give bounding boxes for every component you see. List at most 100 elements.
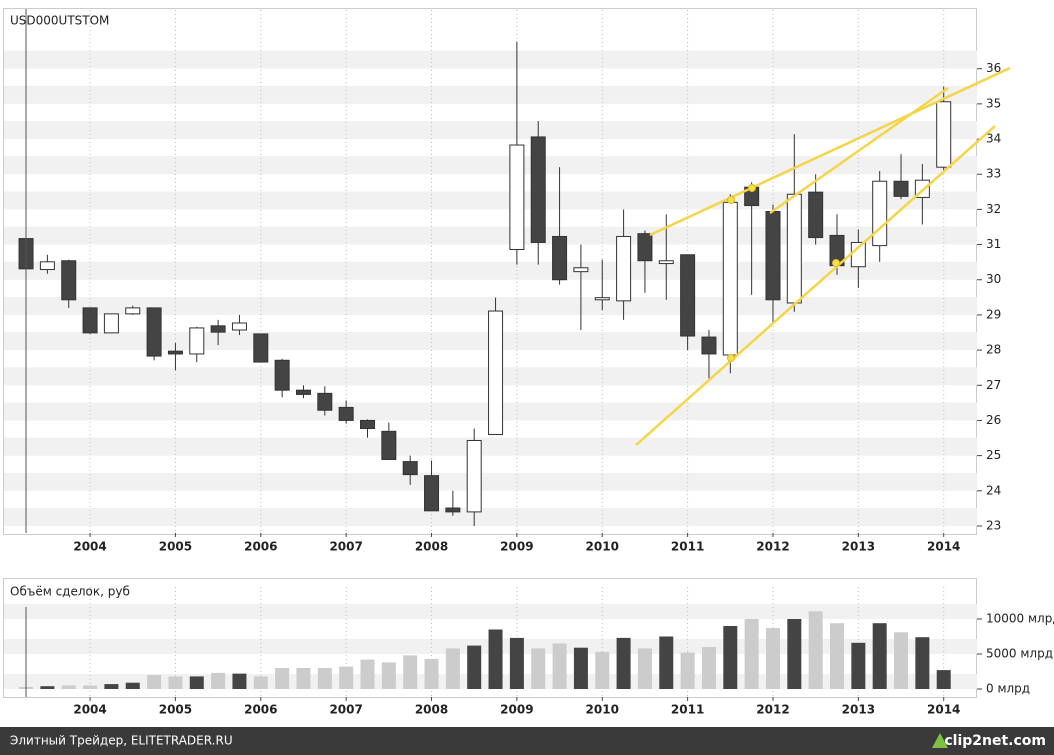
candle-body <box>125 307 141 315</box>
volume-bar <box>851 642 866 689</box>
candle-body <box>722 201 738 356</box>
y-tick-label: 24 <box>986 483 1001 497</box>
trend-line <box>635 125 996 446</box>
candle-body <box>594 297 610 301</box>
volume-bar <box>275 667 290 689</box>
volume-bar <box>872 623 887 689</box>
y-tick-label: 5000 млрд <box>986 646 1053 660</box>
candle-body <box>680 254 696 337</box>
candle-body <box>701 336 717 355</box>
x-tick-label: 2005 <box>159 540 192 554</box>
y-tick-label: 36 <box>986 61 1001 75</box>
x-tick-label: 2011 <box>671 540 704 554</box>
volume-bar <box>424 658 439 689</box>
candle-body <box>488 310 504 436</box>
volume-bar <box>125 682 140 689</box>
volume-bar <box>680 652 695 689</box>
y-tick-label: 31 <box>986 237 1001 251</box>
volume-bar <box>595 651 610 689</box>
volume-bar <box>339 666 354 689</box>
footer-source: Элитный Трейдер, ELITETRADER.RU <box>10 734 233 748</box>
volume-bar <box>808 611 823 689</box>
candle-body <box>231 322 247 331</box>
y-tick-label: 33 <box>986 167 1001 181</box>
candle-body <box>360 419 376 430</box>
x-tick-label: 2008 <box>415 540 448 554</box>
trend-point <box>727 354 735 362</box>
grid-stripe <box>4 508 977 526</box>
candle-body <box>530 136 546 243</box>
volume-bar <box>573 647 588 689</box>
x-tick-label: 2010 <box>586 703 619 717</box>
trend-points <box>727 184 840 362</box>
grid-stripe <box>4 191 977 210</box>
volume-bar <box>765 628 780 689</box>
volume-title: Объём сделок, руб <box>10 585 130 599</box>
volume-bar <box>787 618 802 689</box>
footer-logo[interactable]: clip2net.com <box>944 733 1046 749</box>
x-tick-label: 2010 <box>586 540 619 554</box>
y-tick-label: 10000 млрд <box>986 611 1054 625</box>
x-tick-label: 2013 <box>842 703 875 717</box>
x-tick-label: 2011 <box>671 703 704 717</box>
candle-body <box>61 260 77 301</box>
x-tick-label: 2004 <box>73 703 106 717</box>
y-tick-label: 28 <box>986 343 1001 357</box>
candle-body <box>466 439 482 513</box>
volume-bar <box>915 637 930 689</box>
volume-bar <box>253 676 268 689</box>
volume-bar <box>168 676 183 689</box>
x-tick-label: 2006 <box>244 703 277 717</box>
volume-bar <box>61 685 76 689</box>
volume-bar <box>509 637 524 689</box>
volume-bar <box>830 623 845 689</box>
candle-body <box>616 235 632 302</box>
y-tick-label: 27 <box>986 378 1001 392</box>
x-tick-label: 2007 <box>329 540 362 554</box>
candle-body <box>103 313 119 334</box>
volume-bar <box>701 646 716 689</box>
plot-layer: 23 24 25 26 27 28 29 30 31 32 33 34 35 36 2004 2005 2006… <box>4 10 1054 717</box>
x-tick-label: 2008 <box>415 703 448 717</box>
chart-title: USD000UTSTOM <box>10 14 109 28</box>
volume-bar <box>659 636 674 689</box>
footer-bar <box>0 727 1054 755</box>
trend-point <box>832 259 840 267</box>
x-tick-label: 2012 <box>756 703 789 717</box>
x-tick-label: 2004 <box>73 540 106 554</box>
x-tick-label: 2005 <box>159 703 192 717</box>
grid-stripe <box>4 121 977 140</box>
candle-body <box>808 191 824 239</box>
y-tick-label: 35 <box>986 96 1001 110</box>
volume-bar <box>189 676 204 689</box>
candle-body <box>295 389 311 395</box>
grid-stripe <box>4 85 977 104</box>
candle-body <box>189 327 205 355</box>
volume-bar <box>936 670 951 689</box>
volume-bar <box>83 685 98 689</box>
volume-bar <box>296 667 311 689</box>
x-tick-label: 2014 <box>927 540 960 554</box>
logo-icon <box>932 733 948 748</box>
x-tick-label: 2012 <box>756 540 789 554</box>
grid-stripe <box>4 603 977 619</box>
volume-bar <box>894 632 909 689</box>
candle-body <box>424 475 440 512</box>
y-tick-label: 26 <box>986 413 1001 427</box>
y-tick-label: 34 <box>986 132 1001 146</box>
grid-stripe <box>4 437 977 456</box>
candle-body <box>167 350 183 355</box>
candle-body <box>893 180 909 197</box>
x-tick-label: 2014 <box>927 703 960 717</box>
volume-bar <box>488 629 503 689</box>
candle-body <box>936 101 952 168</box>
grid-stripe <box>4 50 977 69</box>
grid-stripe <box>4 156 977 175</box>
y-tick-label: 0 млрд <box>986 681 1030 695</box>
volume-bar <box>445 648 460 689</box>
candle-body <box>253 333 269 363</box>
trend-point <box>727 196 735 204</box>
candle-body <box>210 325 226 333</box>
candle-body <box>317 392 333 411</box>
